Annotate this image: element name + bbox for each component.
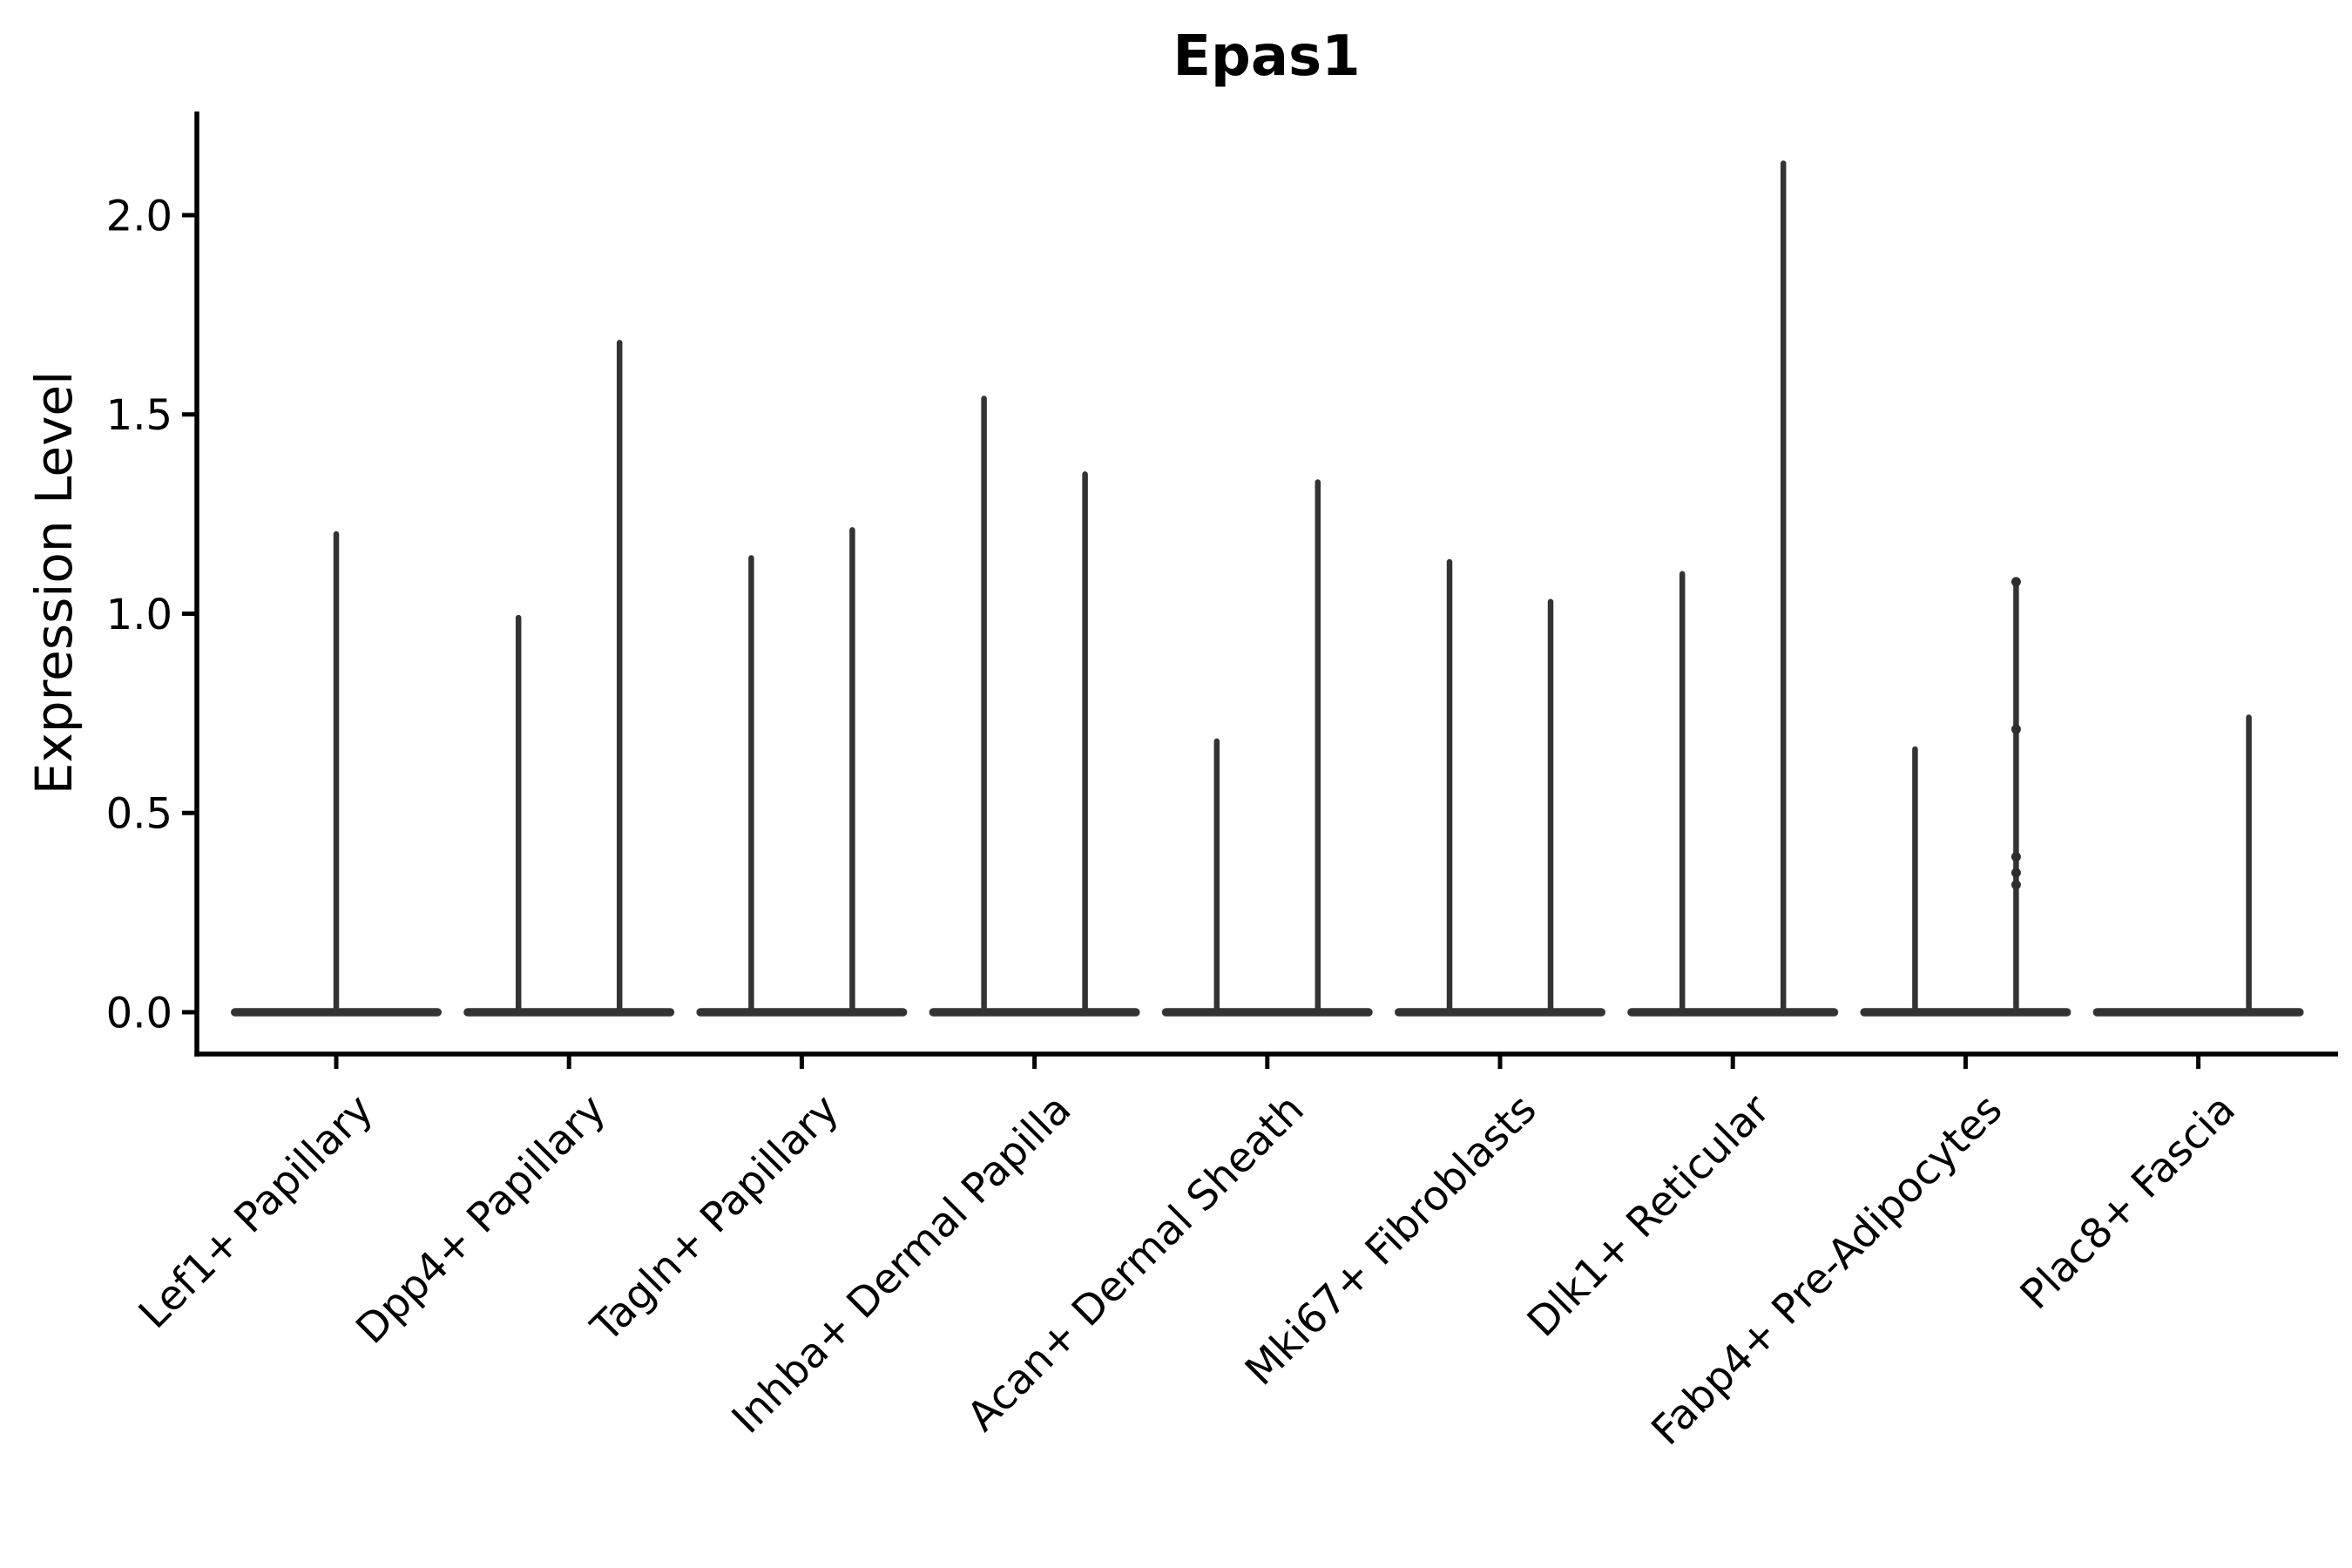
jitter-point: [2011, 852, 2021, 862]
violin-base: [2092, 1008, 2304, 1017]
y-tick-label: 1.0: [106, 591, 172, 639]
jitter-point: [2011, 868, 2021, 878]
jitter-point: [2011, 880, 2021, 890]
y-tick-label: 1.5: [106, 391, 172, 440]
chart-title: Epas1: [1173, 24, 1361, 89]
y-tick-label: 2.0: [106, 192, 172, 240]
violin-base: [1161, 1008, 1373, 1017]
y-axis-label: Expression Level: [24, 370, 84, 795]
y-tick-label: 0.5: [106, 790, 172, 839]
violin-base: [1860, 1008, 2072, 1017]
y-tick-label: 0.0: [106, 989, 172, 1037]
violin-base: [696, 1008, 908, 1017]
violin-base: [463, 1008, 675, 1017]
jitter-point: [2011, 724, 2021, 734]
jitter-point: [2011, 577, 2021, 587]
violin-base: [1395, 1008, 1605, 1017]
violin-base: [1627, 1008, 1839, 1017]
violin-base: [929, 1008, 1140, 1017]
